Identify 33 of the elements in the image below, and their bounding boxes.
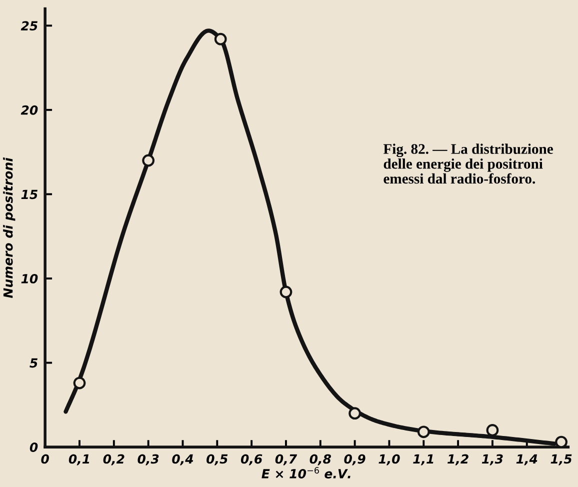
x-tick-label: 0,3 [138, 454, 159, 466]
x-tick-label: 0,8 [310, 454, 332, 466]
y-tick-label: 20 [20, 105, 38, 115]
point [348, 407, 362, 420]
x-tick-label: 1,2 [448, 454, 468, 466]
y-tick-label: 10 [21, 274, 38, 284]
y-tick-label: 0 [30, 442, 38, 452]
x-tick-label: 1,1 [413, 454, 434, 466]
x-tick-label: 0,7 [275, 454, 298, 466]
y-tick-label: 5 [30, 358, 38, 368]
y-tick-label: 25 [20, 21, 38, 31]
x-tick-label: 0,4 [172, 454, 194, 466]
y-axis-title: Numero di positroni [3, 157, 16, 298]
point [73, 376, 86, 390]
point [142, 154, 155, 167]
x-tick-label: 0,9 [344, 454, 366, 466]
x-tick-label: 0,5 [206, 454, 228, 466]
x-tick-label: 0,1 [68, 454, 90, 466]
y-tick-label: 15 [21, 190, 38, 200]
x-tick-label: 0 [41, 454, 49, 464]
x-axis-title: E × 10$^{−6}$ e.V. [262, 467, 350, 478]
point [280, 286, 292, 298]
point [214, 32, 227, 46]
point [486, 424, 499, 436]
x-tick-label: 1,0 [378, 454, 400, 466]
x-tick-label: 1,5 [550, 454, 572, 466]
x-tick-label: 1,3 [482, 454, 503, 466]
annotation: Fig. 82. — La distribuzione delle energie dei positroni emessi dal radio-fosforo. [383, 144, 553, 184]
point [417, 426, 430, 438]
x-tick-label: 1,4 [516, 454, 538, 466]
x-tick-label: 0,2 [103, 454, 124, 466]
point [555, 436, 568, 448]
x-tick-label: 0,6 [240, 454, 262, 466]
